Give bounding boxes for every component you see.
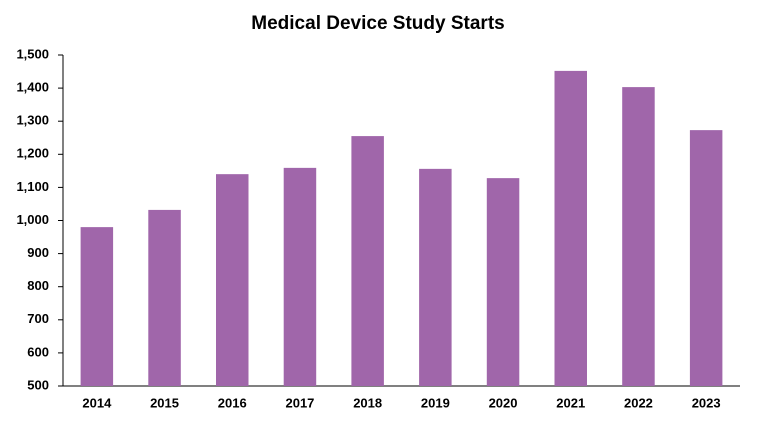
y-tick-label: 1,000 — [16, 212, 49, 227]
y-tick-label: 1,200 — [16, 146, 49, 161]
bar — [554, 70, 587, 386]
x-tick-label: 2019 — [421, 395, 450, 410]
bar — [216, 174, 249, 386]
bar — [148, 209, 181, 386]
bar — [283, 167, 317, 386]
y-tick-label: 1,500 — [16, 46, 49, 61]
y-tick-label: 600 — [27, 344, 49, 359]
y-tick-label: 900 — [27, 245, 49, 260]
y-tick-label: 700 — [27, 311, 49, 326]
x-tick-label: 2021 — [556, 395, 585, 410]
x-tick-label: 2022 — [624, 395, 653, 410]
y-tick-label: 500 — [27, 377, 49, 392]
x-tick-label: 2017 — [285, 395, 314, 410]
y-tick-label: 800 — [27, 278, 49, 293]
x-tick-label: 2015 — [150, 395, 179, 410]
y-tick-label: 1,400 — [16, 80, 49, 95]
x-tick-label: 2023 — [692, 395, 721, 410]
x-tick-label: 2020 — [489, 395, 518, 410]
bar — [419, 168, 452, 386]
x-tick-label: 2014 — [82, 395, 112, 410]
y-tick-label: 1,300 — [16, 113, 49, 128]
x-tick-label: 2018 — [353, 395, 382, 410]
bar — [486, 178, 520, 386]
bar — [80, 227, 114, 386]
bar — [351, 136, 384, 386]
bar — [622, 87, 655, 387]
x-tick-label: 2016 — [218, 395, 247, 410]
chart-title: Medical Device Study Starts — [251, 13, 504, 34]
y-tick-label: 1,100 — [16, 179, 49, 194]
bar — [689, 130, 723, 386]
